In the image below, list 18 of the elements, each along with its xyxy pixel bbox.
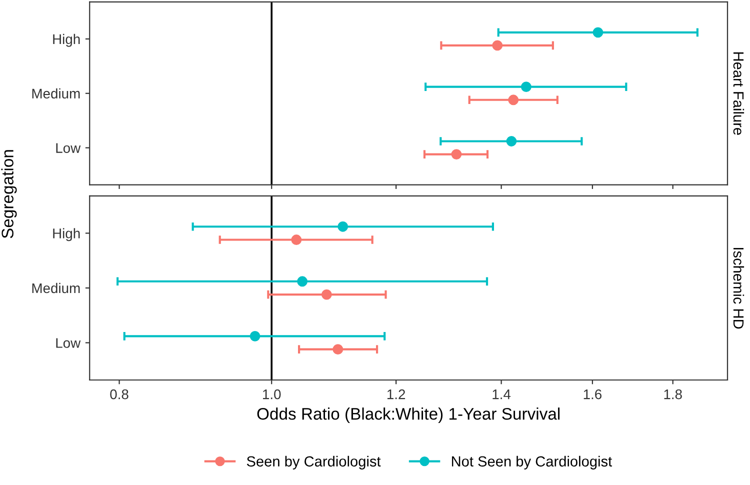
x-axis-title: Odds Ratio (Black:White) 1-Year Survival <box>257 408 560 424</box>
x-tick-label: 1.4 <box>492 390 511 400</box>
legend-label: Not Seen by Cardiologist <box>452 456 612 470</box>
y-axis-title: Segregation <box>1 150 17 238</box>
x-tick-label: 1.8 <box>664 389 682 400</box>
text: Heart Failure <box>733 52 744 135</box>
legend-label: Seen by Cardiologist <box>246 456 381 470</box>
x-tick-label: 1.0 <box>263 389 281 400</box>
y-tick-label: High <box>53 228 80 242</box>
x-tick-label: 1.2 <box>387 389 406 400</box>
y-tick-label: Medium <box>32 88 80 99</box>
x-tick-label: 0.8 <box>110 389 128 400</box>
x-tick-label: 1.6 <box>584 389 602 400</box>
text: Ischemic HD <box>733 248 744 329</box>
y-tick-label: Medium <box>32 282 80 294</box>
y-tick-label: Low <box>56 338 81 348</box>
y-tick-label: High <box>53 34 80 47</box>
y-tick-label: Low <box>56 143 81 153</box>
